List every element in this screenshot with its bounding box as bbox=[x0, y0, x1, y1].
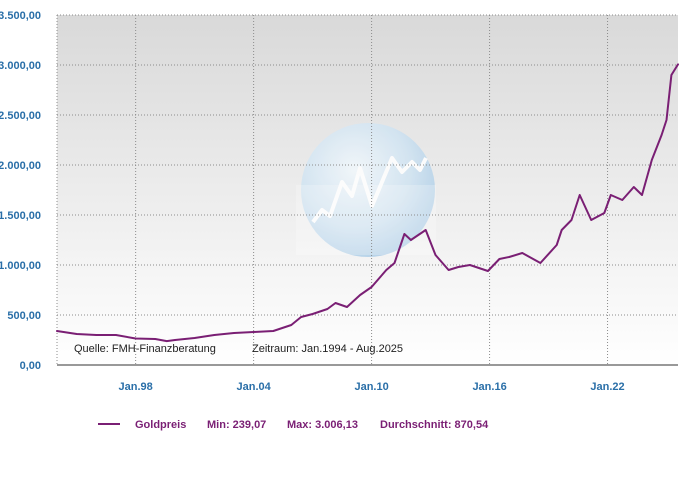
data-point bbox=[610, 194, 612, 196]
data-point bbox=[469, 264, 471, 266]
data-point bbox=[633, 186, 635, 188]
data-point bbox=[434, 254, 437, 256]
data-point bbox=[194, 337, 196, 339]
data-point bbox=[457, 266, 459, 268]
x-tick-label: Jan.16 bbox=[472, 381, 506, 393]
data-point bbox=[95, 334, 97, 336]
data-point bbox=[425, 229, 427, 231]
data-point bbox=[135, 337, 137, 340]
data-point bbox=[393, 262, 396, 264]
data-point bbox=[641, 194, 643, 196]
data-point bbox=[371, 286, 373, 288]
data-point bbox=[154, 338, 156, 340]
data-point bbox=[76, 333, 78, 335]
y-tick-label: 1.500,00 bbox=[0, 210, 41, 222]
y-tick-label: 3.000,00 bbox=[0, 60, 41, 72]
series-line-goldpreis bbox=[56, 63, 679, 343]
data-point bbox=[174, 339, 176, 341]
data-point bbox=[670, 74, 673, 76]
data-point bbox=[570, 219, 573, 221]
data-point bbox=[508, 256, 510, 258]
data-point bbox=[539, 262, 542, 264]
data-point bbox=[300, 316, 302, 318]
x-tick-label: Jan.22 bbox=[590, 381, 624, 393]
data-point bbox=[290, 324, 292, 326]
y-tick-label: 2.500,00 bbox=[0, 110, 41, 122]
legend-average-label: Durchschnitt: 870,54 bbox=[380, 419, 489, 431]
y-axis-ticks: 0,00 500,00 1.000,00 1.500,00 2.000,00 2.500,… bbox=[0, 10, 41, 372]
data-point bbox=[312, 313, 314, 315]
data-point bbox=[253, 331, 255, 333]
data-point bbox=[272, 330, 274, 332]
data-point bbox=[651, 159, 653, 161]
x-tick-label: Jan.04 bbox=[236, 381, 271, 393]
data-point bbox=[603, 212, 605, 214]
data-point bbox=[346, 306, 348, 308]
legend-min-label: Min: 239,07 bbox=[207, 419, 266, 431]
data-point bbox=[677, 63, 679, 65]
data-point bbox=[213, 334, 215, 336]
source-note: Quelle: FMH-Finanzberatung bbox=[74, 343, 216, 355]
data-point bbox=[326, 308, 328, 310]
x-axis-ticks: Jan.98 Jan.04 Jan.10 Jan.16 Jan.22 bbox=[119, 381, 625, 393]
data-point bbox=[410, 239, 412, 241]
data-point bbox=[334, 302, 337, 304]
y-tick-label: 1.000,00 bbox=[0, 260, 41, 272]
data-point bbox=[166, 340, 168, 342]
x-tick-label: Jan.10 bbox=[354, 381, 388, 393]
data-point bbox=[115, 334, 117, 336]
data-point bbox=[359, 294, 361, 296]
x-tick-label: Jan.98 bbox=[119, 381, 153, 393]
fmh-logo-watermark bbox=[296, 123, 436, 257]
data-point bbox=[661, 134, 663, 136]
data-point bbox=[521, 252, 523, 254]
y-tick-label: 3.500,00 bbox=[0, 10, 41, 22]
data-point bbox=[56, 330, 58, 332]
data-point bbox=[665, 119, 668, 121]
y-tick-label: 500,00 bbox=[7, 310, 41, 322]
data-point bbox=[448, 269, 450, 271]
legend-series-label: Goldpreis bbox=[135, 419, 186, 431]
legend-max-label: Max: 3.006,13 bbox=[287, 419, 358, 431]
data-point bbox=[233, 332, 235, 334]
legend: Goldpreis Min: 239,07 Max: 3.006,13 Durc… bbox=[98, 419, 489, 431]
period-note: Zeitraum: Jan.1994 - Aug.2025 bbox=[252, 343, 403, 355]
data-point bbox=[487, 270, 489, 272]
data-point bbox=[621, 199, 623, 201]
y-tick-label: 2.000,00 bbox=[0, 160, 41, 172]
data-point bbox=[590, 219, 592, 221]
data-point bbox=[498, 258, 500, 260]
data-point bbox=[579, 194, 581, 196]
grid-lines bbox=[56, 14, 678, 365]
data-point bbox=[403, 233, 405, 235]
data-point bbox=[385, 269, 387, 271]
data-point bbox=[556, 244, 558, 246]
data-point bbox=[561, 229, 563, 231]
series-layer bbox=[56, 63, 679, 343]
y-tick-label: 0,00 bbox=[20, 360, 41, 372]
